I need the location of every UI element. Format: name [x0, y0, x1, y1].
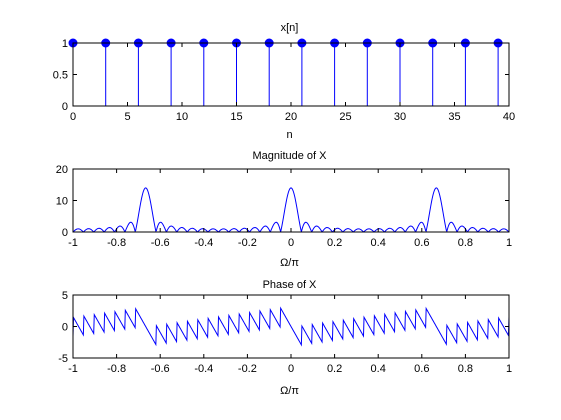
subplot-signal: x[n] n 0 5 10 15 20 25 30 35 40 0 0.5 1 — [53, 22, 515, 141]
x-tick-label: 0 — [288, 363, 294, 375]
y-tick-label: 0 — [62, 227, 68, 239]
x-tick-label: 0.6 — [414, 237, 429, 249]
series-line — [73, 306, 509, 347]
x-tick-label: -1 — [68, 363, 78, 375]
plot-area — [73, 187, 509, 232]
y-tick-label: 0 — [62, 101, 68, 113]
x-tick-label: 0 — [288, 237, 294, 249]
x-tick-label: 0.2 — [327, 237, 342, 249]
x-tick-label: -1 — [68, 237, 78, 249]
x-tick-label: -0.6 — [151, 237, 170, 249]
x-tick-label: -0.8 — [107, 237, 126, 249]
x-tick-label: 0.8 — [458, 363, 473, 375]
x-tick-label: 25 — [339, 111, 351, 123]
x-tick-label: 15 — [230, 111, 242, 123]
x-tick-label: 0.8 — [458, 237, 473, 249]
x-axis-label: Ω/π — [280, 385, 299, 397]
x-tick-label: 20 — [285, 111, 297, 123]
x-tick-label: 0.4 — [371, 363, 386, 375]
subplot-title: Magnitude of X — [253, 150, 328, 162]
subplot-magnitude: Magnitude of X Ω/π -1 -0.8 -0.6 -0.4 -0.2 0 0.… — [56, 150, 512, 269]
x-tick-label: -0.2 — [238, 237, 257, 249]
x-tick-label: 1 — [506, 363, 512, 375]
x-tick-label: -0.8 — [107, 363, 126, 375]
x-tick-label: -0.2 — [238, 363, 257, 375]
x-tick-label: 0.2 — [327, 363, 342, 375]
x-tick-label: 30 — [394, 111, 406, 123]
x-tick-label: 10 — [176, 111, 188, 123]
y-tick-label: 1 — [62, 38, 68, 50]
x-tick-label: 35 — [448, 111, 460, 123]
x-tick-label: -0.6 — [151, 363, 170, 375]
subplot-title: x[n] — [281, 22, 299, 34]
plot-area — [73, 306, 509, 347]
x-tick-label: -0.4 — [194, 363, 213, 375]
x-axis-label: n — [286, 129, 292, 141]
x-tick-label: 1 — [506, 237, 512, 249]
y-tick-label: 5 — [62, 290, 68, 302]
y-tick-label: 0.5 — [53, 70, 68, 82]
data-layer — [73, 187, 509, 232]
data-layer — [73, 306, 509, 347]
x-tick-label: 5 — [124, 111, 130, 123]
series-line — [73, 187, 509, 232]
subplot-phase: Phase of X Ω/π -1 -0.8 -0.6 -0.4 -0.2 0 0.2 0.4… — [58, 279, 512, 397]
y-tick-label: 0 — [62, 322, 68, 334]
subplot-title: Phase of X — [263, 279, 317, 291]
x-tick-label: 40 — [503, 111, 515, 123]
y-tick-label: 20 — [56, 164, 68, 176]
y-tick-label: 10 — [56, 196, 68, 208]
x-tick-label: 0.4 — [371, 237, 386, 249]
x-tick-label: 0 — [70, 111, 76, 123]
x-tick-label: -0.4 — [194, 237, 213, 249]
y-tick-label: -5 — [58, 353, 68, 365]
x-tick-label: 0.6 — [414, 363, 429, 375]
x-axis-label: Ω/π — [280, 257, 299, 269]
